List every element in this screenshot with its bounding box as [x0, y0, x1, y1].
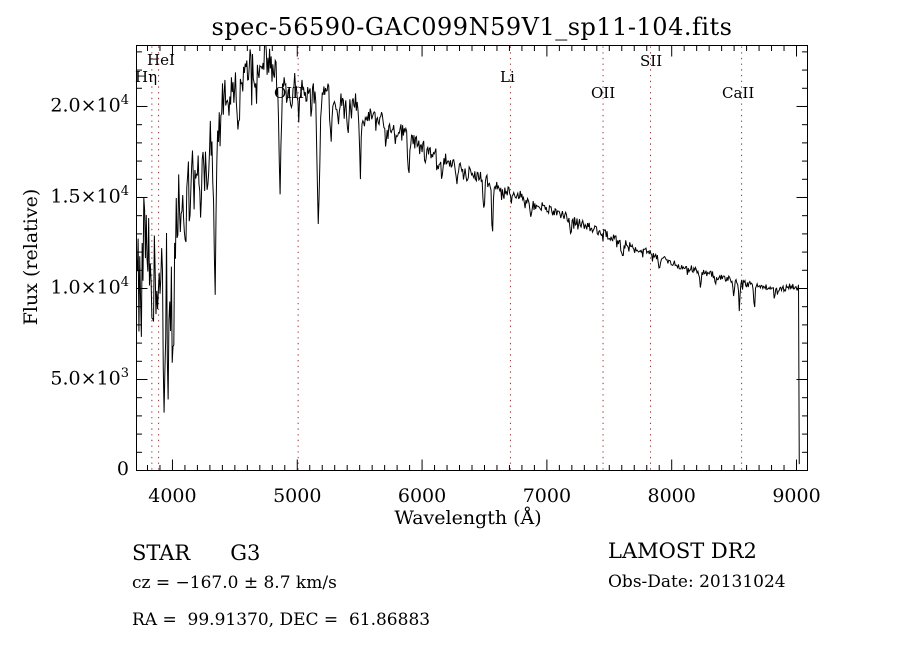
x-tick-label: 6000 — [397, 485, 447, 507]
x-tick-label: 4000 — [148, 485, 197, 507]
spectral-line-label: CaII — [722, 84, 755, 102]
spectral-line-label: HeI — [147, 51, 175, 69]
annotation-cz: cz = −167.0 ± 8.7 km/s — [132, 573, 337, 593]
spectrum-trace — [137, 46, 800, 465]
spectral-line-label: SII — [640, 52, 663, 70]
x-tick-label: 7000 — [522, 485, 572, 507]
y-tick-label: 1.5×104 — [50, 184, 129, 208]
y-tick-label: 0 — [116, 457, 129, 480]
x-tick-label: 8000 — [647, 485, 696, 507]
x-tick-label: 9000 — [772, 485, 821, 507]
page-title: spec-56590-GAC099N59V1_sp11-104.fits — [211, 13, 733, 41]
y-tick-label: 1.0×104 — [50, 275, 129, 299]
y-tick-label: 5.0×103 — [50, 366, 129, 390]
annotation-star-class: STAR G3 — [132, 541, 261, 565]
annotation-obs-date: Obs-Date: 20131024 — [608, 572, 786, 592]
annotation-radec: RA = 99.91370, DEC = 61.86883 — [132, 610, 431, 630]
x-tick-label: 5000 — [273, 485, 322, 507]
x-axis-title: Wavelength (Å) — [394, 507, 542, 529]
y-tick-label: 2.0×104 — [50, 93, 129, 117]
annotation-survey: LAMOST DR2 — [608, 539, 757, 563]
spectral-line-label: Li — [500, 68, 515, 86]
